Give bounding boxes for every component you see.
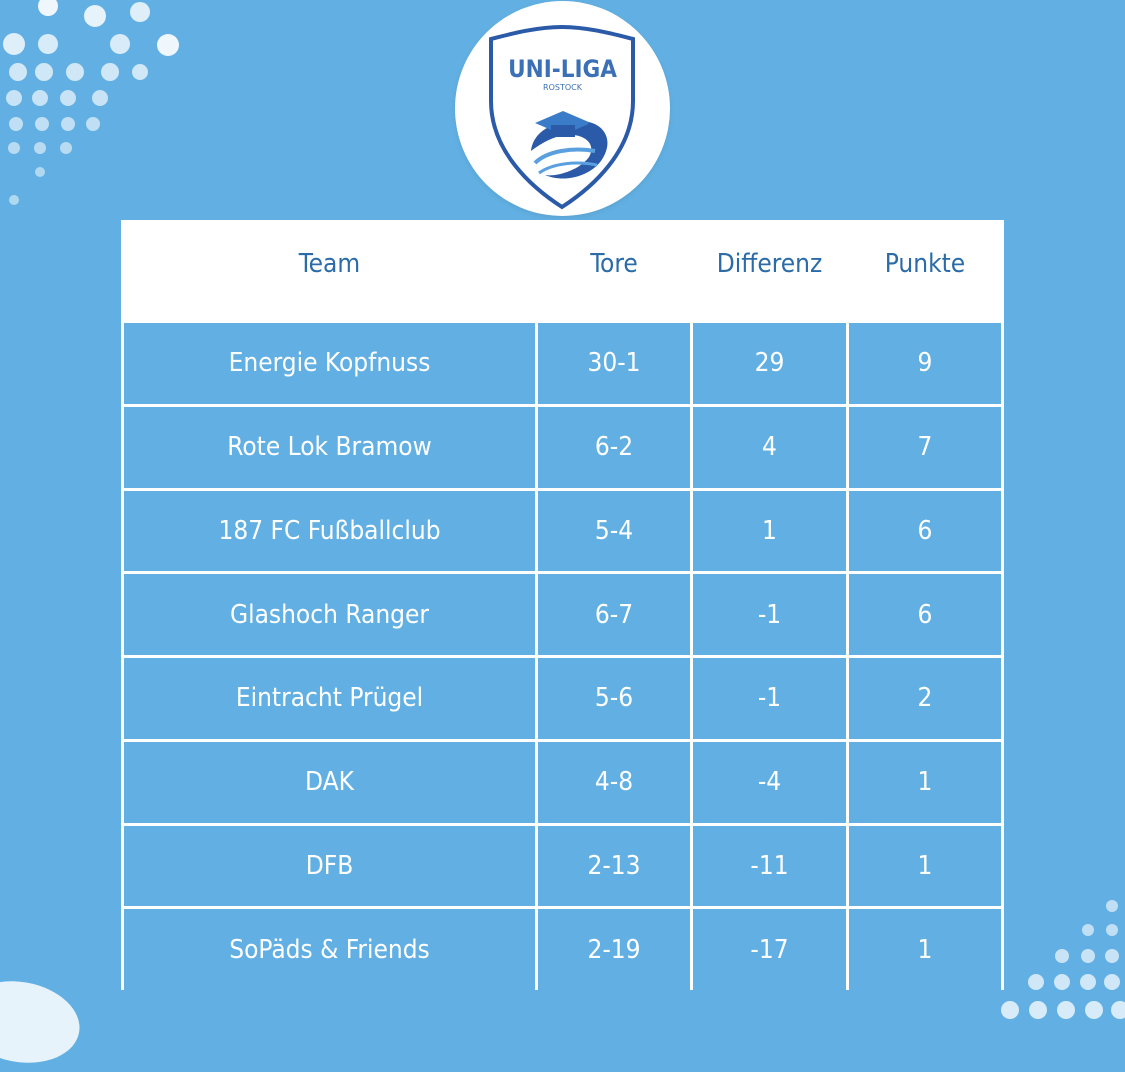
logo-subtitle: ROSTOCK [543,83,582,92]
tore-cell: 2-13 [538,825,690,907]
differenz-cell: -17 [693,909,846,990]
tore-cell: 4-8 [538,741,690,823]
table-header-row: Team Tore Differenz Punkte [121,220,1004,320]
punkte-cell: 1 [849,825,1001,907]
table-row: 187 FC Fußballclub 5-4 1 6 [121,488,1004,572]
differenz-cell: -4 [693,741,846,823]
punkte-cell: 6 [849,490,1001,572]
table-row: Rote Lok Bramow 6-2 4 7 [121,404,1004,488]
team-cell: Eintracht Prügel [124,658,535,739]
table-row: Eintracht Prügel 5-6 -1 2 [121,655,1004,739]
table-row: DFB 2-13 -11 1 [121,823,1004,907]
team-cell: Rote Lok Bramow [124,406,535,488]
punkte-cell: 2 [849,658,1001,739]
tore-cell: 6-7 [538,574,690,655]
team-cell: Energie Kopfnuss [124,323,535,404]
differenz-cell: -11 [693,825,846,907]
header-team: Team [298,249,361,279]
shield-emblem-icon [489,24,635,210]
tore-cell: 5-6 [538,658,690,739]
team-cell: 187 FC Fußballclub [124,490,535,572]
punkte-cell: 6 [849,574,1001,655]
punkte-cell: 1 [849,909,1001,990]
header-differenz: Differenz [716,249,823,279]
table-row: Glashoch Ranger 6-7 -1 6 [121,571,1004,655]
table-row: DAK 4-8 -4 1 [121,739,1004,823]
logo-title: UNI-LIGA [508,55,617,83]
team-cell: SoPäds & Friends [124,909,535,990]
punkte-cell: 7 [849,406,1001,488]
differenz-cell: 29 [693,323,846,404]
team-cell: DFB [124,825,535,907]
differenz-cell: 4 [693,406,846,488]
differenz-cell: 1 [693,490,846,572]
header-tore: Tore [590,249,638,279]
tore-cell: 30-1 [538,323,690,404]
punkte-cell: 9 [849,323,1001,404]
tore-cell: 2-19 [538,909,690,990]
tore-cell: 5-4 [538,490,690,572]
standings-table: Team Tore Differenz Punkte Energie Kopfn… [121,220,1004,990]
table-row: SoPäds & Friends 2-19 -17 1 [121,906,1004,990]
differenz-cell: -1 [693,658,846,739]
team-cell: Glashoch Ranger [124,574,535,655]
team-cell: DAK [124,741,535,823]
header-punkte: Punkte [884,249,966,279]
table-row: Energie Kopfnuss 30-1 29 9 [121,320,1004,404]
differenz-cell: -1 [693,574,846,655]
punkte-cell: 1 [849,741,1001,823]
league-logo: UNI-LIGA ROSTOCK [455,1,670,216]
tore-cell: 6-2 [538,406,690,488]
table-body: Energie Kopfnuss 30-1 29 9 Rote Lok Bramow 6-… [121,320,1004,990]
